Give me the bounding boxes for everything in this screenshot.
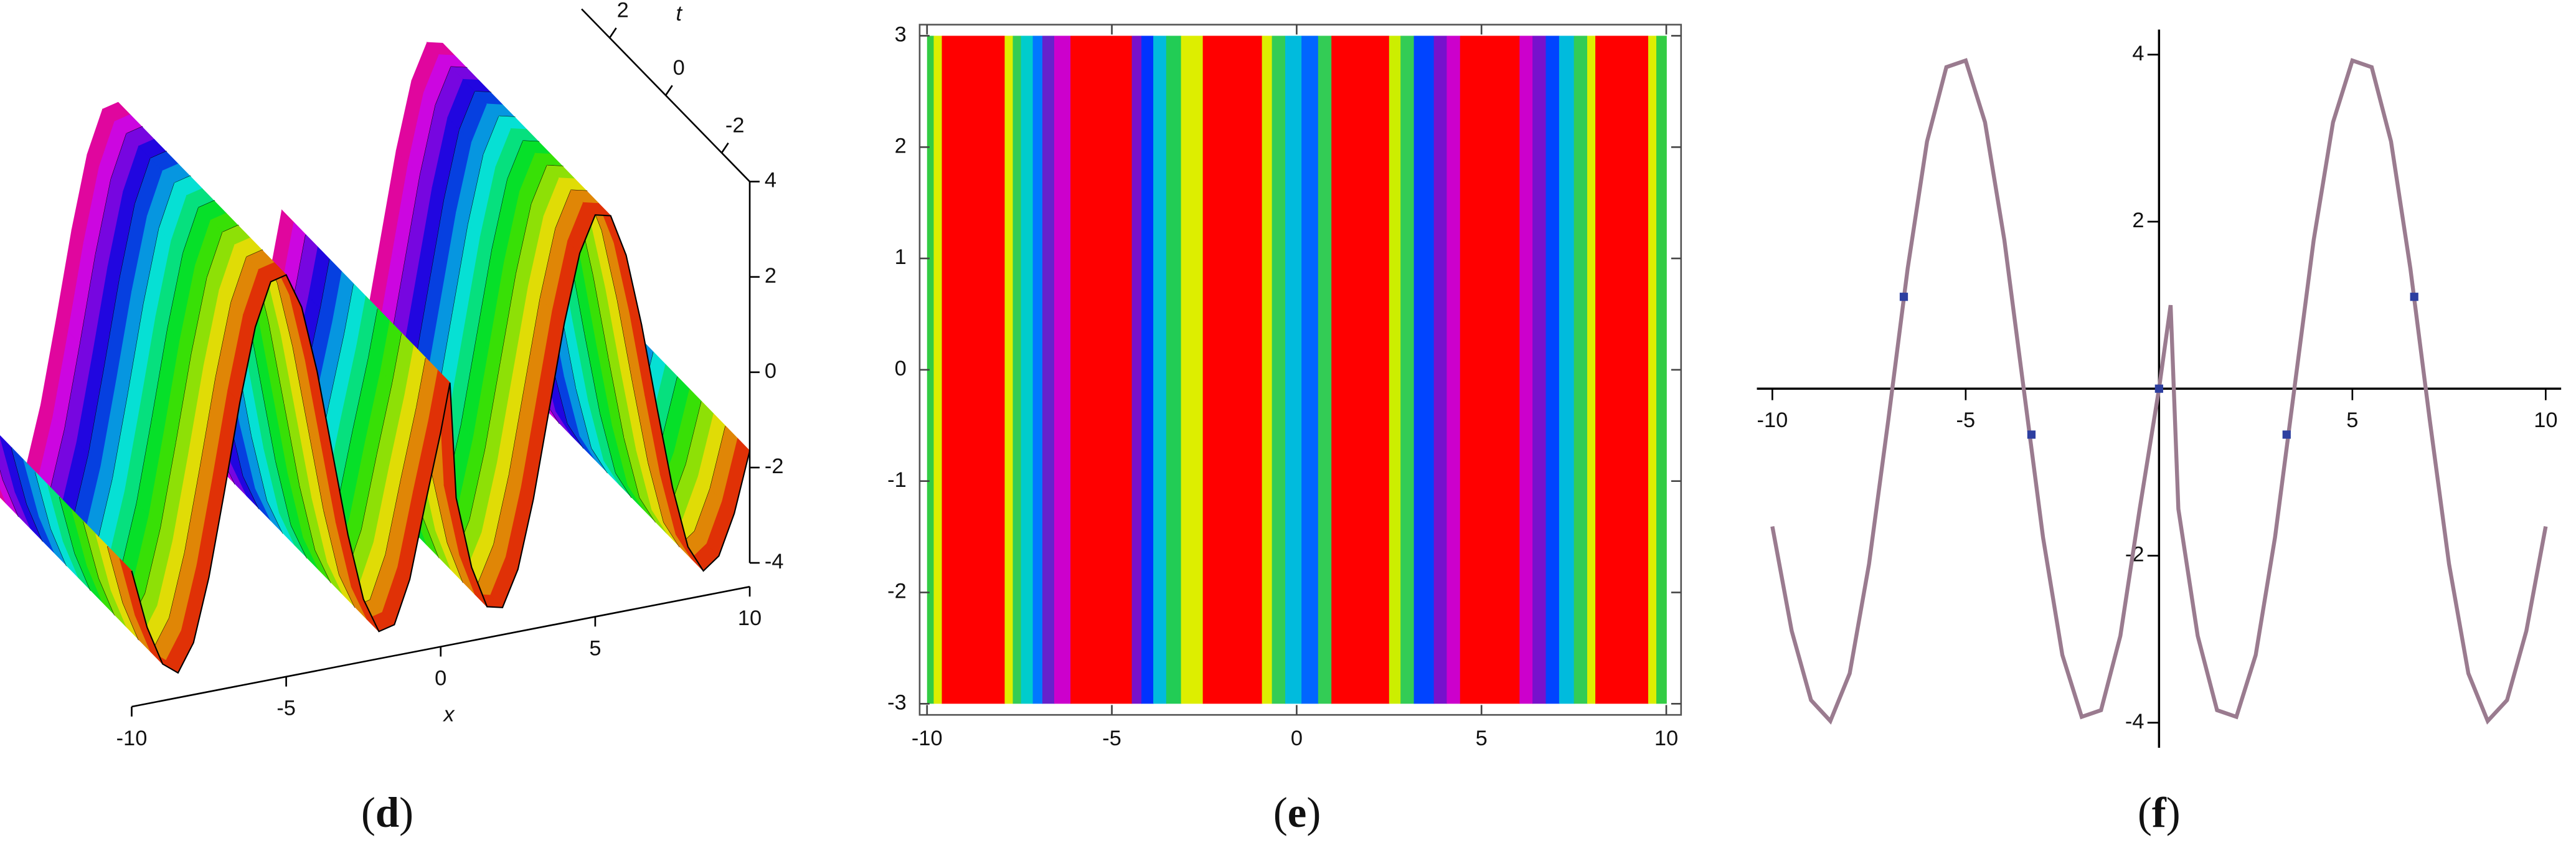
caption-paren: ( — [1273, 789, 1288, 836]
density-stripe — [941, 35, 1006, 704]
density-stripe — [1271, 35, 1286, 704]
z-tick-label: 0 — [765, 359, 776, 383]
y-tick-label: 4 — [2132, 42, 2144, 65]
density-stripe — [1331, 35, 1390, 704]
z-tick-label: 4 — [765, 169, 776, 192]
density-stripe — [1413, 35, 1435, 704]
density-stripe — [1389, 35, 1402, 704]
y-tick-label: 0 — [895, 357, 907, 380]
density-stripe — [1166, 35, 1182, 704]
x-tick-label: 0 — [435, 667, 446, 690]
x-axis-label: x — [442, 703, 455, 727]
caption-letter: e — [1288, 789, 1307, 836]
density-stripe — [1532, 35, 1547, 704]
t-tick — [720, 142, 729, 154]
density-stripe — [1573, 35, 1588, 704]
x-tick-label: 10 — [738, 606, 762, 630]
caption-paren: ( — [2138, 789, 2152, 836]
density-stripe — [1318, 35, 1333, 704]
density-stripe — [1021, 35, 1034, 704]
x-tick-label: -5 — [1956, 408, 1976, 432]
z-tick-label: 2 — [765, 264, 776, 288]
point — [1899, 293, 1908, 301]
density-stripe — [1587, 35, 1596, 704]
t-tick — [608, 27, 617, 39]
caption-e: (e) — [1273, 789, 1321, 836]
density-stripe — [1153, 35, 1167, 704]
y-tick-label: -4 — [2125, 710, 2144, 733]
density-stripe — [1202, 35, 1263, 704]
t-axis-label: t — [676, 2, 682, 26]
density-stripe — [1012, 35, 1022, 704]
point — [2282, 430, 2291, 439]
density-stripe — [1181, 35, 1204, 704]
caption-d: (d) — [361, 789, 413, 836]
density-stripe — [1656, 35, 1667, 704]
y-tick-label: -1 — [887, 468, 907, 492]
y-tick-label: 3 — [895, 23, 907, 47]
x-tick-label: 5 — [1476, 727, 1488, 750]
y-tick-label: 2 — [2132, 209, 2144, 232]
density-stripe — [1262, 35, 1273, 704]
caption-paren: ) — [399, 789, 413, 836]
t-tick-label: 0 — [673, 56, 685, 80]
caption-letter: d — [375, 789, 399, 836]
y-tick-label: -3 — [887, 690, 907, 714]
caption-paren: ) — [2166, 789, 2181, 836]
point — [2410, 293, 2418, 301]
surface-contour — [131, 214, 751, 674]
density-stripe — [1595, 35, 1649, 704]
density-stripe — [927, 35, 935, 704]
density-stripe — [933, 35, 943, 704]
density-stripe — [1545, 35, 1560, 704]
x-tick-label: -10 — [912, 727, 943, 750]
density-stripe — [1004, 35, 1014, 704]
y-tick-label: -2 — [887, 580, 907, 603]
caption-paren: ( — [361, 789, 375, 836]
density-stripe — [1301, 35, 1319, 704]
density-stripe — [1070, 35, 1133, 704]
z-tick-label: -4 — [765, 550, 784, 573]
x-tick-label: -5 — [276, 697, 296, 720]
density-stripe — [1460, 35, 1521, 704]
x-tick-label: 5 — [589, 636, 601, 660]
x-tick-label: -10 — [1757, 408, 1788, 432]
density-stripe — [1648, 35, 1657, 704]
x-tick-label: 0 — [1291, 727, 1303, 750]
caption-letter: f — [2152, 789, 2167, 836]
density-stripe — [1054, 35, 1071, 704]
caption-paren: ) — [1306, 789, 1321, 836]
x-tick-label: -5 — [1102, 727, 1121, 750]
density-stripe — [1446, 35, 1461, 704]
surface-plot: -10 -5 0 5 10 x 4 2 0 -2 -4 2 0 -2 t — [0, 0, 783, 750]
t-tick-label: -2 — [725, 113, 745, 137]
x-tick-label: 5 — [2346, 408, 2358, 432]
z-tick-label: -2 — [765, 455, 784, 478]
x-tick-label: 10 — [1654, 727, 1678, 750]
y-tick-label: 2 — [895, 134, 907, 158]
caption-f: (f) — [2138, 789, 2181, 836]
x-tick-label: -10 — [116, 727, 148, 750]
density-stripe — [1433, 35, 1448, 704]
density-stripe — [1400, 35, 1415, 704]
density-stripe — [1285, 35, 1302, 704]
density-stripe — [1131, 35, 1142, 704]
t-tick-label: 2 — [617, 0, 629, 22]
density-stripe — [1519, 35, 1533, 704]
point — [2154, 384, 2163, 393]
density-stripe — [1141, 35, 1154, 704]
density-stripe — [1042, 35, 1055, 704]
t-tick — [664, 85, 673, 96]
point — [2027, 430, 2036, 439]
y-tick-label: 1 — [895, 245, 907, 269]
density-stripe — [1032, 35, 1043, 704]
density-stripe — [1559, 35, 1575, 704]
x-tick-label: 10 — [2534, 408, 2557, 432]
